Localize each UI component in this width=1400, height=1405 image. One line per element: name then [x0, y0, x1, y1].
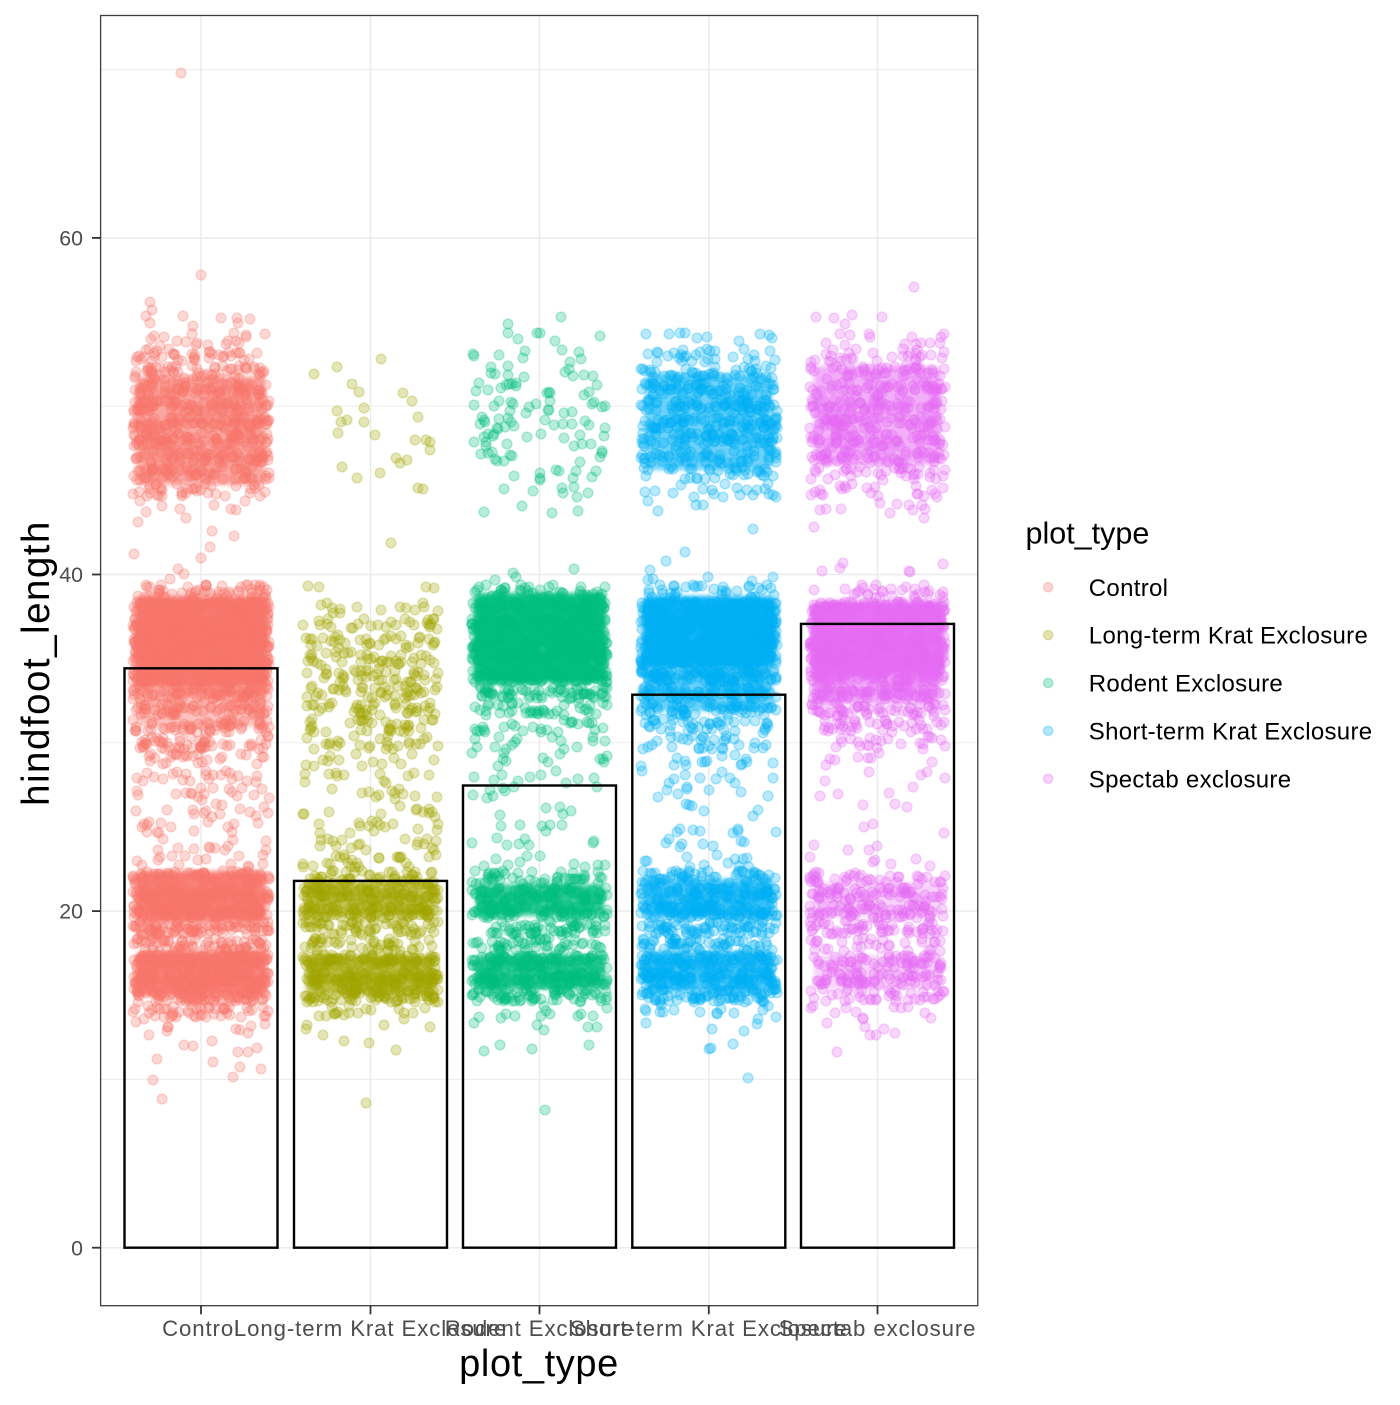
svg-text:hindfoot_length: hindfoot_length: [15, 520, 58, 806]
svg-text:Spectab exclosure: Spectab exclosure: [1089, 766, 1292, 793]
svg-text:Rodent Exclosure: Rodent Exclosure: [1089, 671, 1283, 698]
svg-text:60: 60: [59, 227, 83, 251]
svg-text:Spectab exclosure: Spectab exclosure: [779, 1316, 977, 1341]
svg-text:Control: Control: [162, 1316, 240, 1341]
svg-text:0: 0: [71, 1236, 83, 1260]
svg-text:plot_type: plot_type: [1026, 517, 1150, 551]
svg-text:20: 20: [59, 900, 83, 924]
svg-text:40: 40: [59, 563, 83, 587]
svg-text:Long-term Krat Exclosure: Long-term Krat Exclosure: [1089, 623, 1368, 650]
svg-text:plot_type: plot_type: [459, 1343, 619, 1385]
svg-text:Short-term Krat Exclosure: Short-term Krat Exclosure: [1089, 719, 1373, 746]
svg-text:Control: Control: [1089, 575, 1168, 602]
